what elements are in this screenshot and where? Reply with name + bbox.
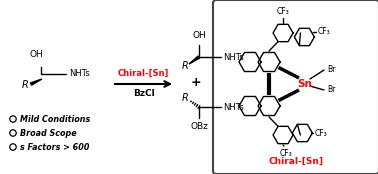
Text: NHTs: NHTs: [223, 53, 244, 61]
Text: Br: Br: [327, 85, 335, 93]
Polygon shape: [31, 79, 42, 85]
Text: Sn: Sn: [297, 79, 313, 89]
Text: R: R: [21, 80, 28, 90]
Text: Broad Scope: Broad Scope: [20, 129, 77, 137]
Text: Chiral-[Sn]: Chiral-[Sn]: [268, 156, 324, 165]
Text: Chiral-[Sn]: Chiral-[Sn]: [118, 69, 169, 77]
Polygon shape: [189, 56, 200, 64]
Text: R: R: [181, 61, 188, 71]
Text: s Factors > 600: s Factors > 600: [20, 143, 90, 152]
Text: BzCl: BzCl: [133, 89, 154, 98]
Text: Br: Br: [327, 65, 335, 73]
Text: CF₃: CF₃: [280, 149, 293, 158]
Text: NHTs: NHTs: [69, 69, 90, 78]
Text: Mild Conditions: Mild Conditions: [20, 114, 90, 124]
Text: OH: OH: [192, 31, 206, 40]
Text: OH: OH: [29, 50, 43, 59]
Text: NHTs: NHTs: [223, 102, 244, 112]
Text: R: R: [181, 93, 188, 103]
FancyBboxPatch shape: [213, 0, 378, 174]
Text: CF₃: CF₃: [314, 129, 327, 137]
Text: +: +: [191, 76, 201, 89]
Text: CF₃: CF₃: [318, 27, 330, 37]
Text: OBz: OBz: [190, 122, 208, 131]
Text: CF₃: CF₃: [277, 7, 290, 16]
